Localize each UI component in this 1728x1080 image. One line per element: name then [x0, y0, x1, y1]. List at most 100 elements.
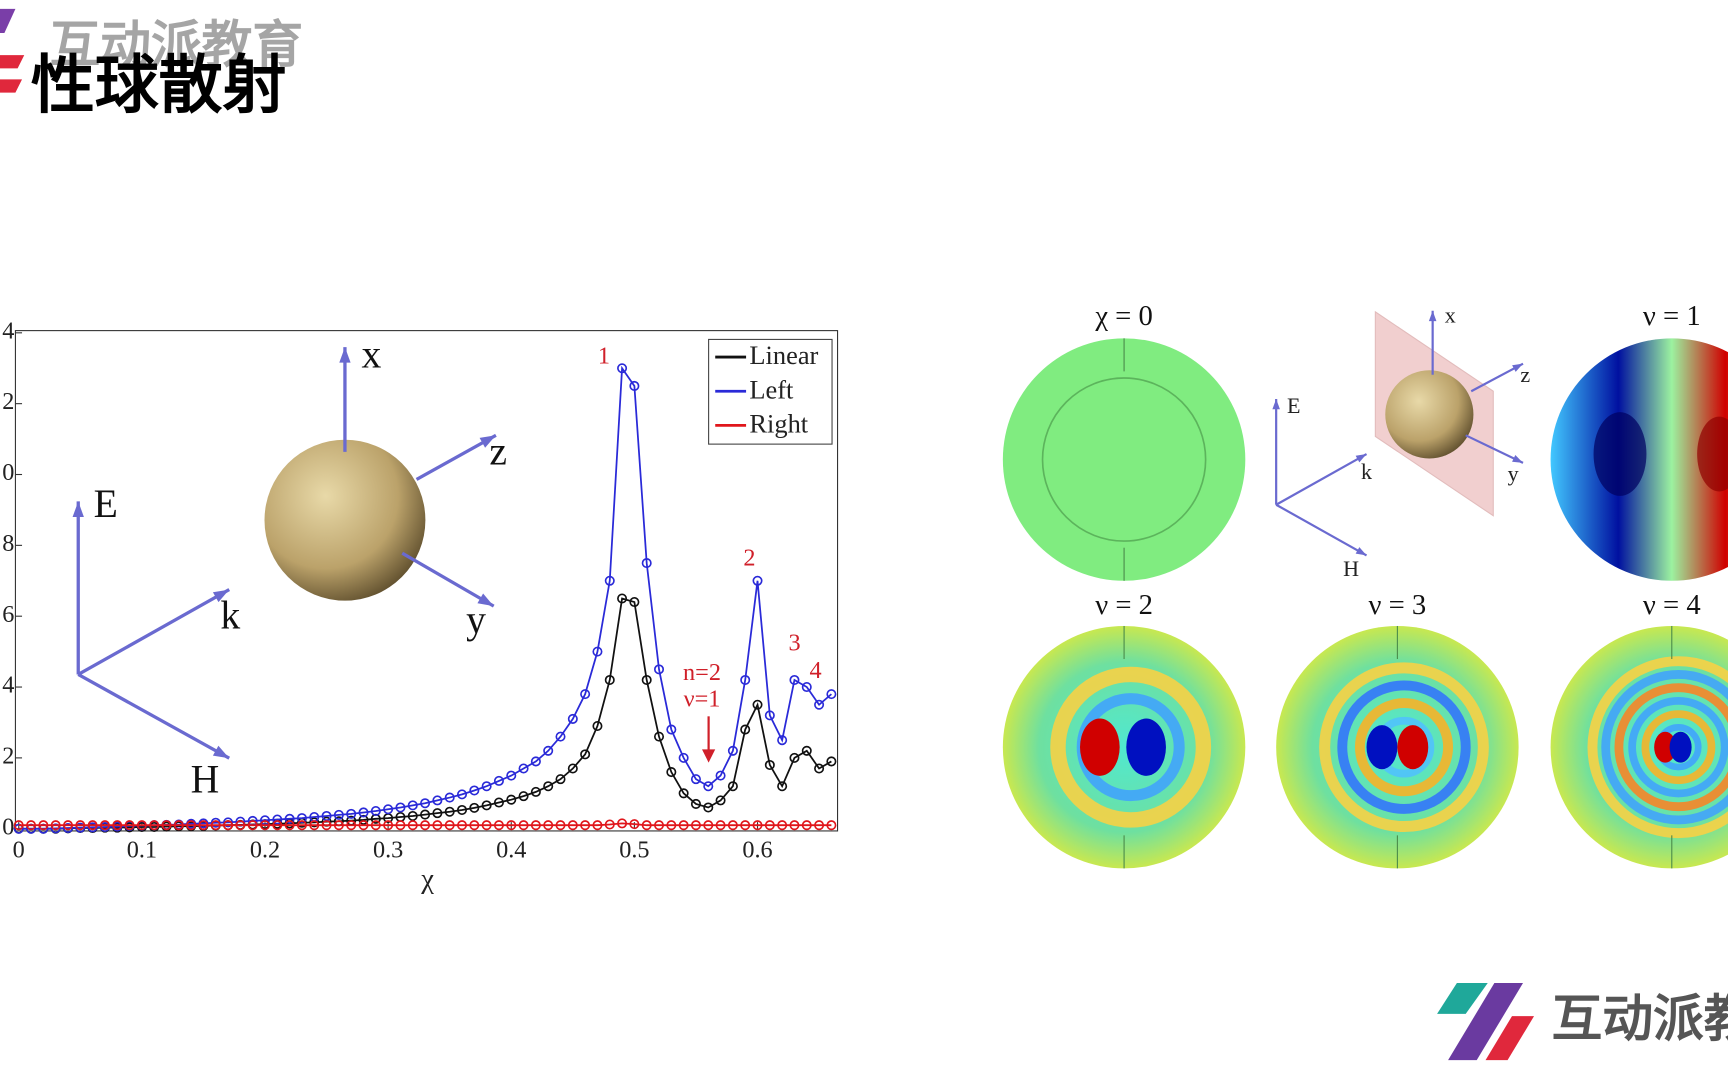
field-ring — [1354, 698, 1454, 797]
plot-area — [14, 330, 839, 832]
data-point — [789, 752, 800, 763]
data-point — [383, 804, 394, 815]
watermark: 互动派教育 — [50, 16, 303, 73]
data-point — [801, 820, 812, 831]
logo-shape — [1437, 983, 1488, 1014]
data-point — [38, 820, 49, 831]
data-point — [493, 797, 504, 808]
annotation: n=2 — [683, 659, 721, 686]
data-point — [136, 820, 147, 831]
data-point — [309, 820, 320, 831]
legend-label: Left — [749, 374, 794, 404]
data-point — [690, 774, 701, 785]
data-point — [740, 724, 751, 735]
data-point — [789, 674, 800, 685]
data-point — [469, 785, 480, 796]
y-tick-label: 2 — [2, 742, 14, 769]
arrow-head — [479, 435, 496, 448]
panel-title: ν = 4 — [1643, 589, 1701, 621]
data-point — [99, 820, 110, 831]
data-point — [87, 820, 98, 831]
annotation: 3 — [789, 629, 801, 656]
data-point — [592, 720, 603, 732]
axis-arrow — [77, 588, 231, 676]
data-point — [161, 820, 172, 831]
arrow-head — [72, 501, 84, 517]
data-point — [321, 820, 332, 831]
data-point — [678, 788, 689, 799]
data-point — [506, 794, 517, 805]
arrow-head — [1355, 454, 1367, 463]
data-point — [420, 809, 431, 820]
x-tick-label: 0 — [13, 836, 25, 863]
data-point — [395, 802, 406, 813]
data-point — [777, 735, 788, 746]
data-point — [703, 781, 714, 792]
data-point — [826, 689, 837, 700]
inset-label: E — [1287, 393, 1300, 418]
data-point — [13, 820, 24, 831]
data-point — [715, 820, 726, 831]
logo-text: 互动派教 — [1552, 990, 1728, 1047]
data-point — [284, 813, 295, 824]
y-tick-label: 2 — [2, 388, 14, 415]
data-point — [333, 809, 344, 820]
data-point — [653, 731, 665, 742]
x-tick-label: 0.1 — [127, 836, 157, 863]
y-tick-label: 6 — [2, 601, 14, 628]
field-blob — [1080, 718, 1120, 776]
data-point — [592, 820, 603, 831]
data-point — [420, 798, 431, 809]
field-blob — [1397, 725, 1429, 770]
panel-title: ν = 3 — [1369, 589, 1427, 621]
data-point — [530, 820, 541, 831]
axis-arrow — [401, 551, 495, 608]
data-point — [383, 820, 394, 831]
data-point — [272, 814, 283, 825]
field-ring — [1628, 697, 1728, 798]
legend-label: Right — [749, 409, 808, 439]
data-point — [309, 817, 320, 828]
y-tick-label: 8 — [2, 530, 14, 557]
field-blob — [1593, 412, 1647, 496]
data-point — [567, 763, 578, 774]
data-point — [62, 823, 74, 834]
annotation: 2 — [743, 544, 755, 571]
panel-title: ν = 2 — [1095, 589, 1153, 621]
logo-shape — [0, 79, 23, 93]
data-point — [604, 674, 615, 685]
data-point — [407, 810, 418, 821]
arrow-head — [1428, 310, 1437, 322]
data-point — [506, 770, 517, 781]
data-point — [617, 593, 628, 604]
x-tick-label: 0.5 — [619, 836, 649, 863]
data-point — [690, 820, 701, 831]
data-point — [296, 813, 307, 824]
x-tick-label: 0.2 — [250, 836, 280, 863]
data-point — [703, 802, 714, 813]
data-point — [555, 731, 566, 742]
data-point — [75, 820, 86, 831]
field-blob — [1654, 731, 1677, 763]
data-point — [777, 781, 788, 792]
data-point — [530, 786, 541, 797]
data-point — [604, 819, 615, 830]
data-point — [456, 804, 468, 815]
data-point — [543, 781, 554, 792]
x-tick-label: 0.3 — [373, 836, 403, 863]
inset-label: y — [1508, 461, 1519, 486]
data-point — [814, 820, 825, 831]
field-disk — [1002, 338, 1246, 581]
data-point — [801, 682, 812, 693]
data-point — [50, 820, 61, 831]
data-point — [703, 820, 714, 831]
axis-arrow — [1275, 503, 1368, 557]
data-point — [432, 808, 443, 819]
data-point — [727, 781, 738, 792]
data-point — [407, 800, 418, 811]
inset-label: y — [466, 598, 486, 642]
data-point — [296, 820, 307, 831]
data-point — [481, 781, 492, 792]
data-point — [346, 820, 357, 831]
inset-label: z — [489, 429, 507, 473]
